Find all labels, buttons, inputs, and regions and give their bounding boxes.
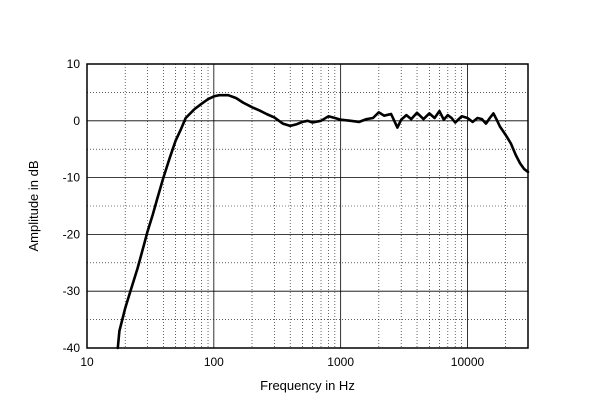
y-tick-label: 0 [73, 114, 80, 128]
y-tick-label: -20 [63, 227, 81, 241]
x-tick-label: 1000 [327, 355, 354, 369]
x-tick-label: 10 [80, 355, 94, 369]
y-tick-label: -30 [63, 284, 81, 298]
x-axis-label: Frequency in Hz [260, 378, 355, 393]
series-line-0 [116, 93, 530, 350]
series-layer [116, 93, 530, 350]
y-tick-label: -40 [63, 341, 81, 355]
x-tick-label: 100 [204, 355, 224, 369]
y-tick-label: 10 [67, 57, 81, 71]
y-tick-label: -10 [63, 171, 81, 185]
x-tick-label: 10000 [451, 355, 485, 369]
minor-grid [87, 64, 528, 348]
plot-frame [86, 63, 529, 349]
y-axis-label: Amplitude in dB [26, 160, 41, 251]
